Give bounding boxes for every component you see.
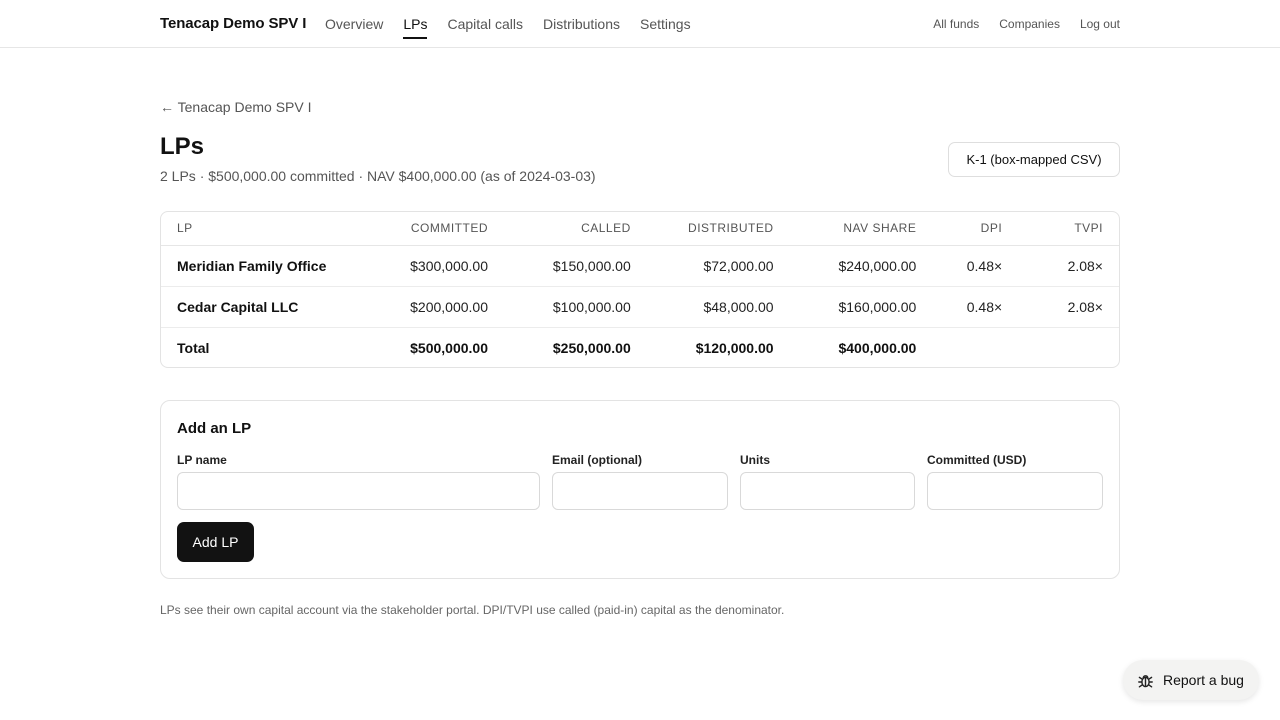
lp-committed: $200,000.00 [378,286,504,328]
nav-settings[interactable]: Settings [640,16,691,32]
total-row: Total $500,000.00 $250,000.00 $120,000.0… [161,327,1119,367]
lp-name-label: LP name [177,453,227,467]
lp-called: $100,000.00 [503,286,647,328]
lp-committed: $300,000.00 [378,245,504,287]
nav-distributions[interactable]: Distributions [542,16,620,32]
table-row[interactable]: Meridian Family Office $300,000.00 $150,… [161,245,1119,287]
companies-link[interactable]: Companies [999,17,1060,31]
lp-tvpi: 2.08× [1018,286,1119,328]
back-link[interactable]: ← Tenacap Demo SPV I [160,99,312,115]
col-header-distributed: DISTRIBUTED [646,212,790,246]
col-header-tvpi: TVPI [1018,212,1119,246]
nav-overview[interactable]: Overview [325,16,384,32]
lp-nav-share: $240,000.00 [789,245,933,287]
total-tvpi [1018,327,1119,367]
col-header-lp: LP [161,212,379,246]
col-header-nav-share: NAV SHARE [789,212,933,246]
committed-label: Committed (USD) [927,453,1027,467]
total-dpi [932,327,1018,367]
page-summary: 2 LPs · $500,000.00 committed · NAV $400… [160,168,596,184]
fund-brand[interactable]: Tenacap Demo SPV I [160,15,307,32]
lp-name[interactable]: Meridian Family Office [161,245,379,287]
report-bug-label: Report a bug [1163,672,1244,688]
total-distributed: $120,000.00 [695,339,774,356]
nav-capital-calls[interactable]: Capital calls [447,16,523,32]
lp-dpi: 0.48× [932,286,1019,328]
add-lp-form: Add an LP LP name Email (optional) Units… [160,400,1120,579]
lp-name[interactable]: Cedar Capital LLC [161,286,379,328]
col-header-called: CALLED [503,212,647,246]
units-input[interactable] [740,472,915,510]
col-header-committed: COMMITTED [378,212,504,246]
lp-distributed: $48,000.00 [646,286,790,328]
add-lp-button[interactable]: Add LP [177,522,254,562]
footnote: LPs see their own capital account via th… [160,603,785,617]
total-called: $250,000.00 [552,339,631,356]
nav-lps[interactable]: LPs [403,0,428,48]
email-input[interactable] [552,472,728,510]
lp-name-input[interactable] [177,472,540,510]
report-bug-button[interactable]: Report a bug [1123,660,1259,700]
col-header-dpi: DPI [932,212,1019,246]
lp-called: $150,000.00 [503,245,647,287]
lp-tvpi: 2.08× [1018,245,1119,287]
lp-distributed: $72,000.00 [646,245,790,287]
units-label: Units [740,453,770,467]
lp-nav-share: $160,000.00 [789,286,933,328]
bug-icon [1137,672,1154,689]
account-links: All funds Companies Log out [913,0,1120,48]
total-label: Total [177,339,210,356]
add-lp-title: Add an LP [177,420,252,437]
table-row[interactable]: Cedar Capital LLC $200,000.00 $100,000.0… [161,286,1119,328]
log-out-link[interactable]: Log out [1079,17,1120,31]
lp-table: LP COMMITTED CALLED DISTRIBUTED NAV SHAR… [161,212,1119,367]
all-funds-link[interactable]: All funds [933,17,980,31]
total-committed: $500,000.00 [410,339,488,356]
table-header-row: LP COMMITTED CALLED DISTRIBUTED NAV SHAR… [161,212,1119,246]
k1-export-button[interactable]: K-1 (box-mapped CSV) [948,142,1120,177]
lp-table-card: LP COMMITTED CALLED DISTRIBUTED NAV SHAR… [160,211,1120,368]
top-navigation-bar: Tenacap Demo SPV I Overview LPs Capital … [0,0,1280,48]
email-label: Email (optional) [552,453,642,467]
lp-dpi: 0.48× [932,245,1019,287]
page-title: LPs [160,133,205,160]
main-nav: Overview LPs Capital calls Distributions… [325,0,711,48]
total-nav-share: $400,000.00 [838,339,917,356]
committed-input[interactable] [927,472,1103,510]
